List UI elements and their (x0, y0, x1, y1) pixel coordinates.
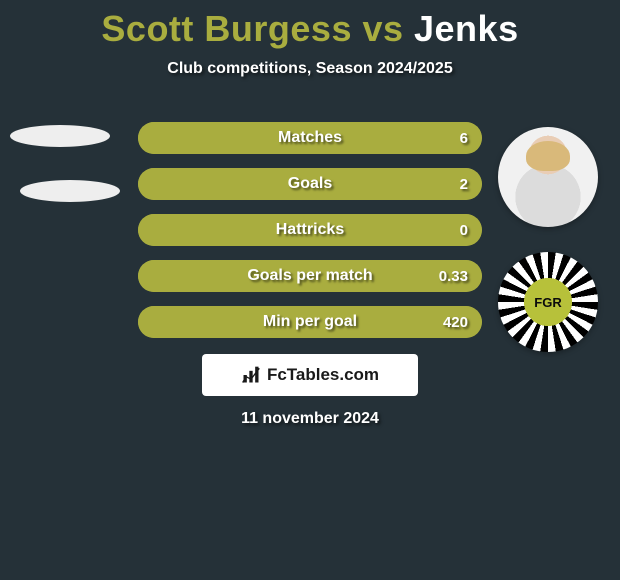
page-title: Scott Burgess vs Jenks (0, 0, 620, 50)
team-right-badge: FGR (498, 252, 598, 352)
stat-value-right: 0 (460, 214, 468, 246)
stat-value-right: 420 (443, 306, 468, 338)
stat-row: Matches6 (138, 122, 482, 154)
bar-right-fill (138, 168, 482, 200)
title-player-left: Scott Burgess (101, 8, 352, 49)
bar-right-fill (138, 306, 482, 338)
stat-row: Goals per match0.33 (138, 260, 482, 292)
brand-box: FcTables.com (202, 354, 418, 396)
bar-right-fill (138, 260, 482, 292)
stat-value-right: 0.33 (439, 260, 468, 292)
team-left-badge (20, 180, 120, 202)
stat-row: Hattricks0 (138, 214, 482, 246)
stat-value-right: 6 (460, 122, 468, 154)
bar-right-fill (138, 214, 482, 246)
player-right-avatar (498, 127, 598, 227)
subtitle: Club competitions, Season 2024/2025 (0, 60, 620, 78)
bar-right-fill (138, 122, 482, 154)
player-left-avatar (10, 125, 110, 147)
title-player-right: Jenks (414, 8, 519, 49)
team-right-badge-text: FGR (534, 296, 561, 309)
bar-chart-icon (241, 365, 261, 385)
brand-text: FcTables.com (267, 365, 379, 385)
title-vs: vs (352, 8, 414, 49)
comparison-bars: Matches6 Goals2 Hattricks0 Goals per match0… (138, 122, 482, 352)
stat-row: Min per goal420 (138, 306, 482, 338)
stat-row: Goals2 (138, 168, 482, 200)
stat-value-right: 2 (460, 168, 468, 200)
date-line: 11 november 2024 (0, 410, 620, 428)
